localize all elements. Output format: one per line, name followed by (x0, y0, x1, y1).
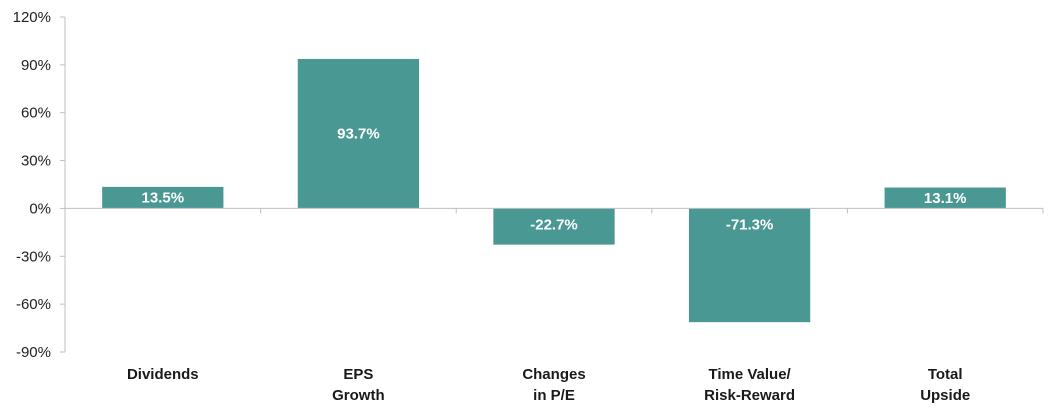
category-label: EPS (343, 366, 373, 383)
data-label: 13.1% (924, 190, 967, 207)
category-label: Time Value/ (708, 366, 791, 383)
y-tick-label: -30% (16, 248, 51, 265)
category-label: Changes (522, 366, 585, 383)
data-label: -22.7% (530, 216, 578, 233)
category-label: Dividends (127, 366, 199, 383)
category-label: in P/E (533, 387, 575, 404)
data-label: 13.5% (142, 190, 185, 207)
y-tick-label: 120% (13, 9, 51, 26)
bar (102, 186, 224, 209)
bars: 13.5% 93.7% -22.7% -71.3% 13.1% (102, 58, 1006, 323)
x-axis: Dividends EPS Growth Changes in P/E Time Valu… (65, 207, 1044, 404)
y-axis: 120% 90% 60% 30% 0% -30% -60% -90% (13, 9, 66, 361)
y-tick-label: -60% (16, 296, 51, 313)
category-label: Risk-Reward (704, 387, 795, 404)
category-label: Total (928, 366, 963, 383)
category-label: Growth (332, 387, 385, 404)
bar (297, 58, 420, 209)
data-label: -71.3% (726, 216, 774, 233)
bar (688, 208, 811, 323)
category-label: Upside (920, 387, 970, 404)
bar (493, 208, 615, 245)
y-tick-label: 90% (21, 57, 51, 74)
y-tick-label: 0% (29, 200, 51, 217)
y-tick-label: 60% (21, 105, 51, 122)
y-tick-label: -90% (16, 344, 51, 361)
y-tick-label: 30% (21, 153, 51, 170)
bar (884, 187, 1006, 209)
data-label: 93.7% (337, 126, 380, 143)
